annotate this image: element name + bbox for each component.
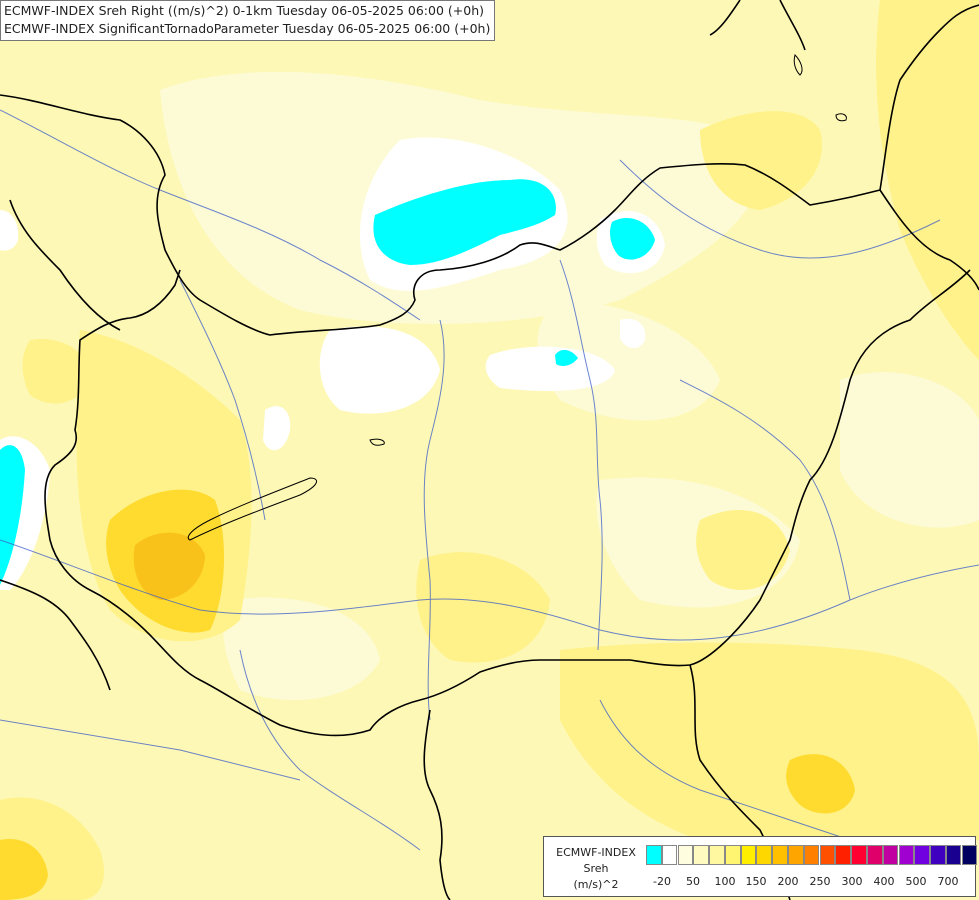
lake-small [369,438,385,446]
legend-tick-label: 100 [714,875,736,888]
legend-title-source: ECMWF-INDEX [556,846,636,859]
legend-swatches [646,845,978,865]
lake-east [835,113,847,122]
legend-tick-label: 700 [937,875,959,888]
legend-tick-label: 200 [777,875,799,888]
legend-swatch [677,845,694,865]
legend-tick-label: 300 [841,875,863,888]
legend-swatch [914,845,930,865]
legend-swatch [930,845,946,865]
lake-balaton [187,477,318,541]
legend-swatch [803,845,820,865]
map-title-box: ECMWF-INDEX Sreh Right ((m/s)^2) 0-1km T… [0,0,496,41]
legend-tick-label: 50 [686,875,700,888]
legend-swatch [693,845,709,865]
legend-swatch [961,845,978,865]
rivers [0,109,979,851]
legend-swatch [740,845,757,865]
legend-swatch [819,845,836,865]
legend-swatch [772,845,788,865]
legend-swatch [835,845,851,865]
legend-ticks: -20 50 100 150 200 250 300 400 500 700 [646,875,976,891]
legend-swatch [851,845,867,865]
lake-north [793,54,803,76]
legend-swatch [661,845,678,865]
legend-swatch [724,845,741,865]
legend-swatch [945,845,962,865]
lakes [187,54,847,541]
color-legend: ECMWF-INDEX Sreh (m/s)^2 -20 50 100 150 200 2… [543,836,978,897]
legend-swatch [756,845,773,865]
legend-tick-label: 400 [873,875,895,888]
legend-title-variable: Sreh [583,862,609,875]
map-title-sreh: ECMWF-INDEX Sreh Right ((m/s)^2) 0-1km T… [4,3,484,18]
orange-zones [133,532,205,600]
map-title-stp: ECMWF-INDEX SignificantTornadoParameter … [4,21,491,36]
legend-swatch [882,845,899,865]
legend-swatch [709,845,725,865]
legend-title: ECMWF-INDEX Sreh (m/s)^2 [548,845,644,893]
legend-tick-label: 500 [905,875,927,888]
legend-title-unit: (m/s)^2 [573,878,619,891]
legend-tick-label: 250 [809,875,831,888]
legend-swatch [646,845,662,865]
cyan-zones [0,179,655,585]
legend-swatch [788,845,804,865]
legend-tick-label: 150 [745,875,767,888]
legend-swatch [866,845,883,865]
legend-tick-label: -20 [653,875,671,888]
legend-swatch [898,845,915,865]
